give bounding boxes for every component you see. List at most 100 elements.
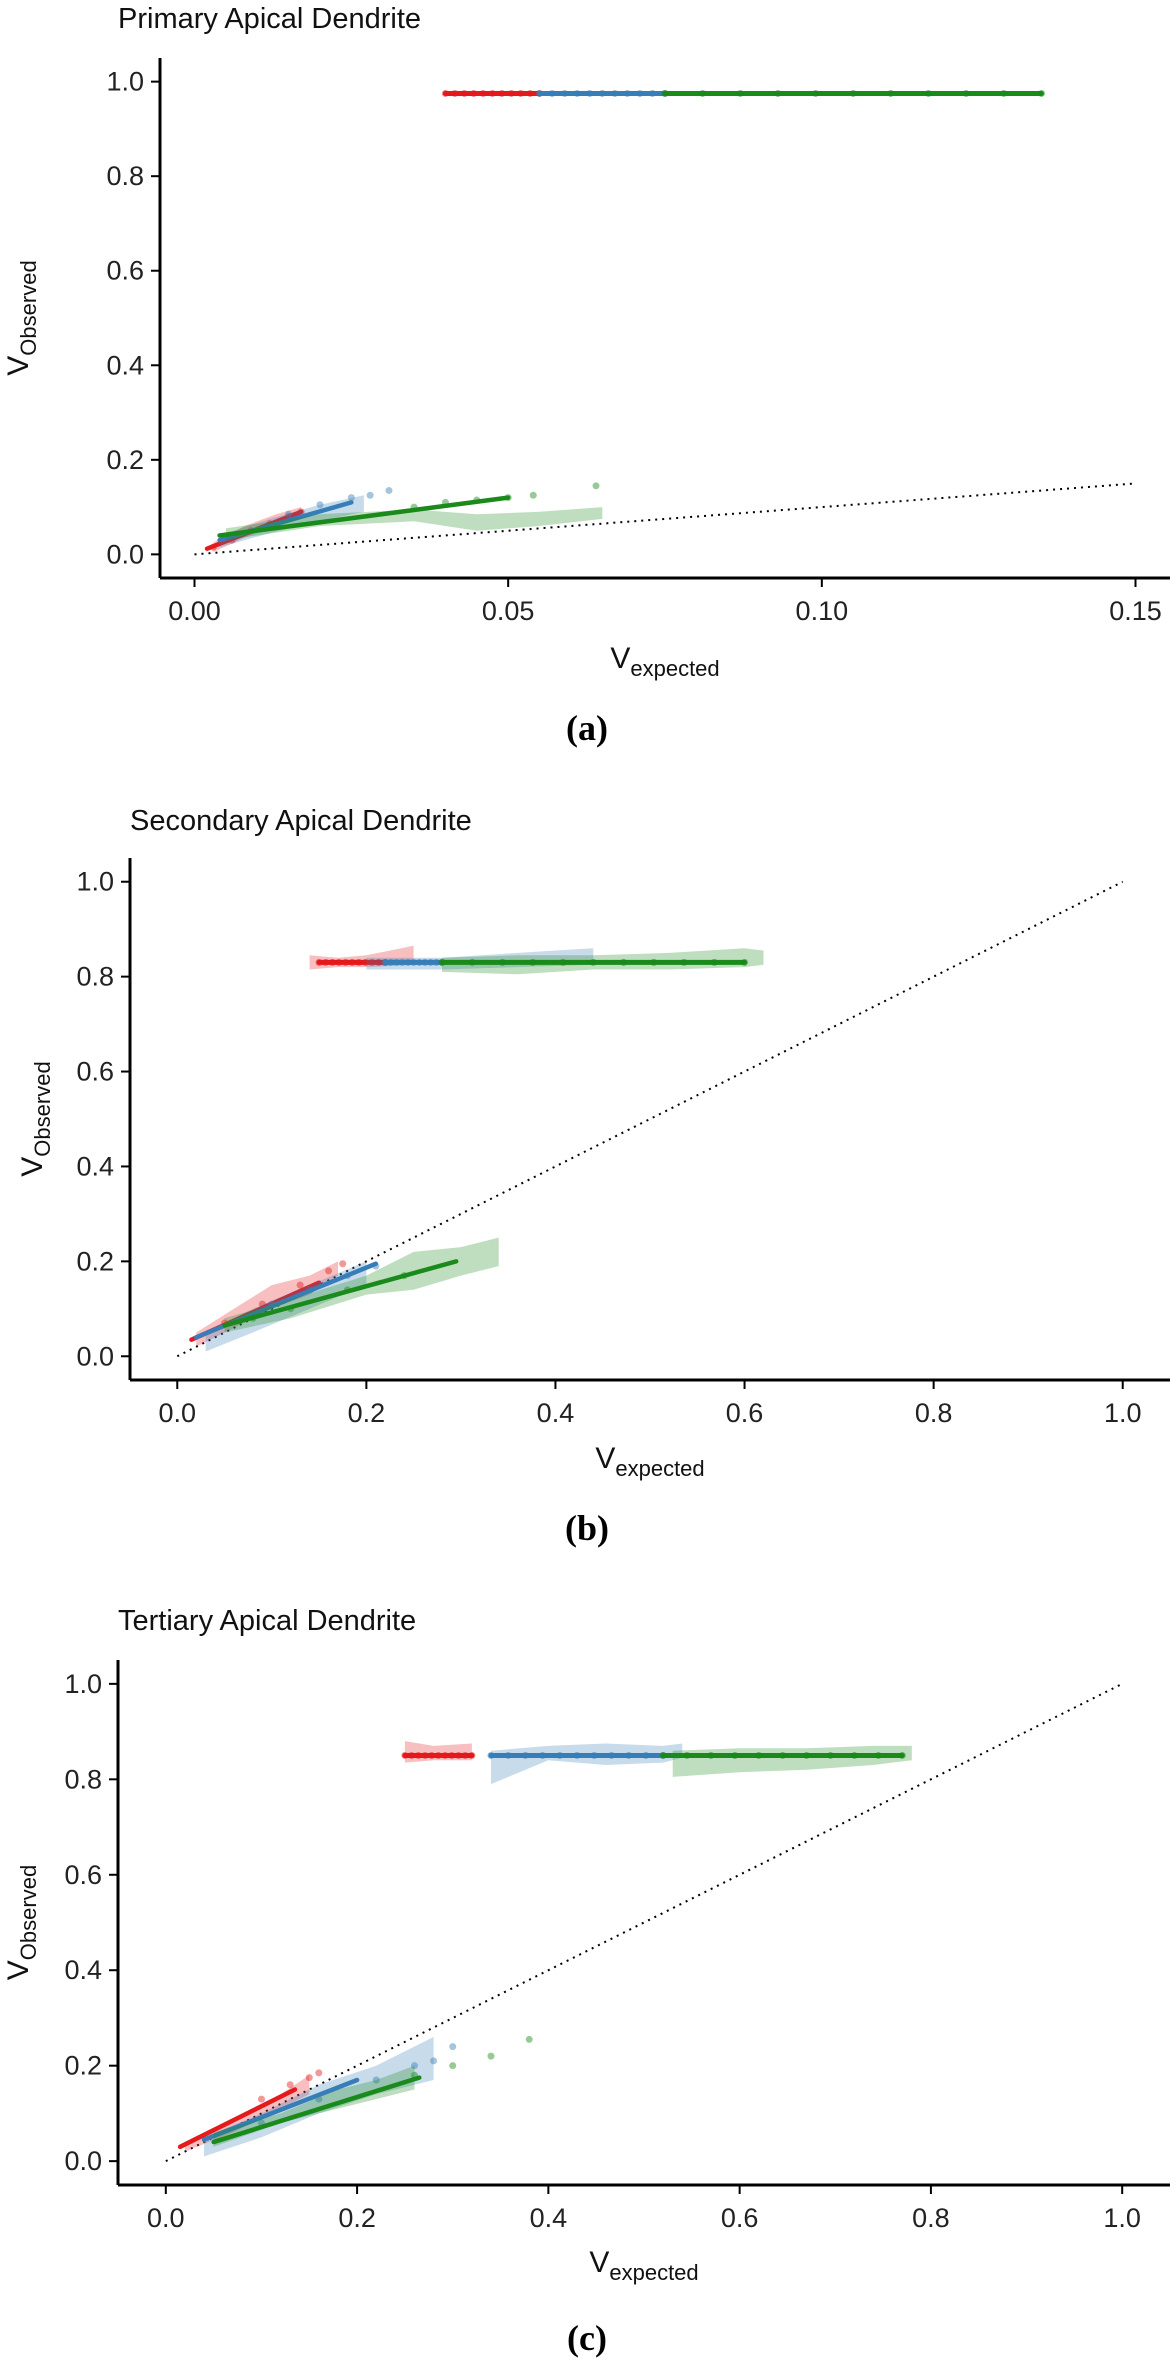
- saturated-point: [849, 89, 857, 97]
- x-tick-label: 0.2: [338, 2203, 376, 2233]
- x-axis-label-subscript: expected: [609, 2260, 698, 2285]
- x-axis-label-main: V: [595, 1442, 615, 1475]
- x-axis-label-subscript: expected: [615, 1456, 704, 1481]
- chart-title: Primary Apical Dendrite: [118, 3, 421, 35]
- saturated-point: [539, 1751, 547, 1759]
- saturated-point: [529, 958, 537, 966]
- saturated-point: [623, 89, 631, 97]
- x-axis-label-subscript: expected: [630, 656, 719, 681]
- y-axis-label: VObserved: [2, 1865, 41, 1980]
- series-red: [204, 89, 544, 552]
- saturated-point: [381, 958, 389, 966]
- x-tick-label: 0.00: [168, 596, 221, 626]
- saturated-point: [451, 89, 459, 97]
- y-tick-label: 0.4: [76, 1151, 114, 1181]
- saturated-point: [499, 958, 507, 966]
- x-tick-label: 0.6: [721, 2203, 759, 2233]
- saturated-point: [812, 89, 820, 97]
- saturated-point: [755, 1751, 763, 1759]
- data-point: [449, 2062, 457, 2070]
- panel-c: Tertiary Apical Dendrite 0.0 0.2 0.4 0.6 0.8 1…: [2, 1605, 1170, 2358]
- saturated-point: [648, 89, 656, 97]
- saturated-point: [468, 1751, 476, 1759]
- saturated-point: [611, 89, 619, 97]
- x-tick-label: 1.0: [1104, 1398, 1142, 1428]
- x-tick-label: 0.8: [912, 2203, 950, 2233]
- x-axis-label: Vexpected: [610, 642, 719, 681]
- x-tick-label: 0.2: [348, 1398, 386, 1428]
- x-tick-label: 0.6: [726, 1398, 764, 1428]
- series-green: [222, 948, 764, 1333]
- saturated-point: [874, 1751, 882, 1759]
- saturated-point: [415, 958, 423, 966]
- chart-title: Tertiary Apical Dendrite: [118, 1605, 416, 1637]
- data-point: [366, 491, 374, 499]
- saturated-point: [683, 1751, 691, 1759]
- panel-caption: (b): [565, 1508, 609, 1548]
- saturated-point: [620, 958, 628, 966]
- x-axis-label: Vexpected: [595, 1442, 704, 1481]
- data-point: [315, 2069, 323, 2077]
- saturated-point: [680, 958, 688, 966]
- saturated-point: [636, 89, 644, 97]
- saturated-point: [731, 1751, 739, 1759]
- saturated-point: [536, 89, 544, 97]
- saturated-point: [561, 89, 569, 97]
- saturated-point: [361, 958, 369, 966]
- saturated-point: [507, 89, 515, 97]
- saturated-point: [441, 89, 449, 97]
- y-tick-label: 0.8: [106, 161, 144, 191]
- saturated-point: [526, 89, 534, 97]
- fit-line: [222, 1259, 459, 1328]
- saturated-point: [421, 1751, 429, 1759]
- x-tick-label: 0.4: [530, 2203, 568, 2233]
- data-point: [385, 487, 393, 495]
- y-axis-label-main: V: [2, 356, 35, 376]
- saturated-point: [548, 89, 556, 97]
- confidence-ribbon: [225, 507, 603, 541]
- y-axis-label-main: V: [2, 1960, 35, 1980]
- saturated-point: [408, 1751, 416, 1759]
- y-axis-label-subscript: Observed: [16, 1865, 41, 1960]
- y-axis-label: VObserved: [2, 260, 41, 375]
- x-axis-label-main: V: [589, 2246, 609, 2279]
- saturated-point: [468, 958, 476, 966]
- data-point: [592, 482, 600, 490]
- saturated-point: [887, 89, 895, 97]
- saturated-point: [710, 958, 718, 966]
- data-point: [316, 501, 324, 509]
- panel-b: Secondary Apical Dendrite 0.0 0.2 0.4 0.6 0.8…: [16, 805, 1170, 1548]
- saturated-point: [1037, 89, 1045, 97]
- y-tick-label: 0.2: [76, 1246, 114, 1276]
- fit-line: [177, 2087, 298, 2150]
- series-green: [217, 89, 1045, 541]
- saturated-point: [586, 89, 594, 97]
- saturated-point: [642, 1751, 650, 1759]
- saturated-point: [432, 958, 440, 966]
- y-tick-label: 0.2: [64, 2051, 102, 2081]
- x-tick-label: 1.0: [1103, 2203, 1141, 2233]
- saturated-point: [504, 1751, 512, 1759]
- saturated-point: [573, 89, 581, 97]
- y-tick-label: 0.6: [106, 256, 144, 286]
- saturated-point: [661, 89, 669, 97]
- identity-reference-line: [176, 880, 1124, 1358]
- saturated-point: [454, 1751, 462, 1759]
- saturated-point: [438, 958, 446, 966]
- saturated-point: [924, 89, 932, 97]
- y-axis-label: VObserved: [16, 1061, 55, 1176]
- x-axis-label-main: V: [610, 642, 630, 675]
- saturated-point: [559, 958, 567, 966]
- saturated-point: [434, 1751, 442, 1759]
- saturated-point: [368, 958, 376, 966]
- saturated-point: [335, 958, 343, 966]
- saturated-point: [441, 1751, 449, 1759]
- saturated-point: [460, 89, 468, 97]
- data-point: [487, 2052, 495, 2060]
- series-blue: [217, 89, 669, 548]
- x-tick-label: 0.0: [158, 1398, 196, 1428]
- data-point: [347, 494, 355, 502]
- y-tick-label: 0.2: [106, 445, 144, 475]
- y-tick-label: 0.4: [106, 350, 144, 380]
